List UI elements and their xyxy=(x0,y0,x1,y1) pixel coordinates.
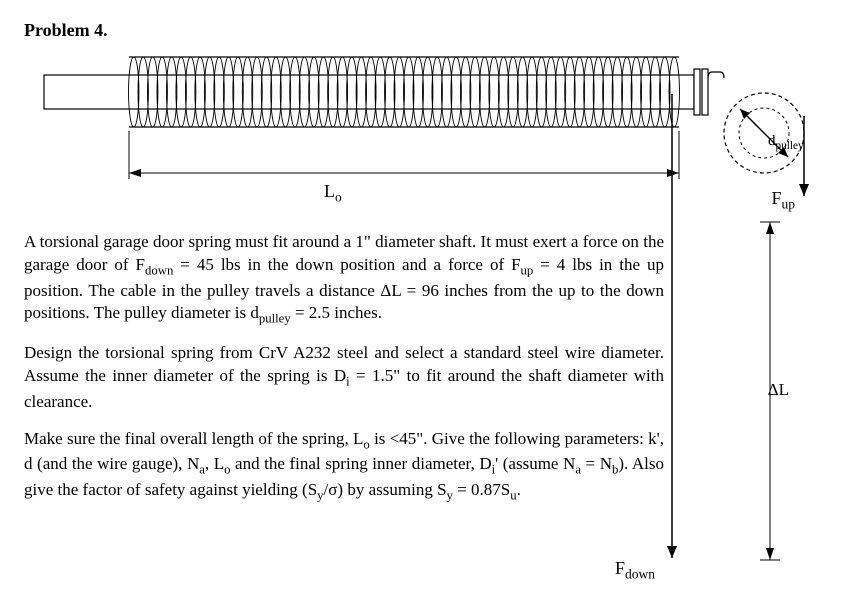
F-up-label: Fup xyxy=(771,188,795,213)
end-cap-1 xyxy=(694,69,700,115)
delta-L-label: ΔL xyxy=(768,380,789,400)
spring-figure: Lo dpulley xyxy=(24,53,824,215)
paragraph-2: Design the torsional spring from CrV A23… xyxy=(24,342,664,413)
paragraph-1: A torsional garage door spring must fit … xyxy=(24,231,664,328)
page-container: Problem 4. xyxy=(24,20,829,504)
Lo-label: Lo xyxy=(324,181,342,206)
F-down-label: Fdown xyxy=(615,558,655,583)
spring-coils xyxy=(129,57,680,127)
d-pulley-label: dpulley xyxy=(768,133,804,152)
heading: Problem 4. xyxy=(24,20,829,41)
end-cap-2 xyxy=(702,69,708,115)
arrow-down-head xyxy=(667,546,677,558)
paragraph-3: Make sure the final overall length of th… xyxy=(24,428,664,505)
spring-svg xyxy=(24,53,824,215)
shaft xyxy=(44,75,694,109)
dimension-Lo xyxy=(129,131,679,179)
